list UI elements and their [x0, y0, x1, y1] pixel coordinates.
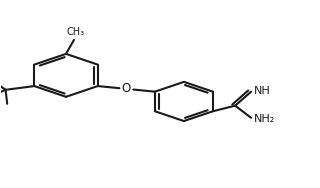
Text: CH₃: CH₃ [67, 27, 84, 37]
Text: O: O [122, 82, 131, 95]
Text: NH: NH [254, 86, 270, 96]
Text: NH₂: NH₂ [254, 114, 275, 124]
